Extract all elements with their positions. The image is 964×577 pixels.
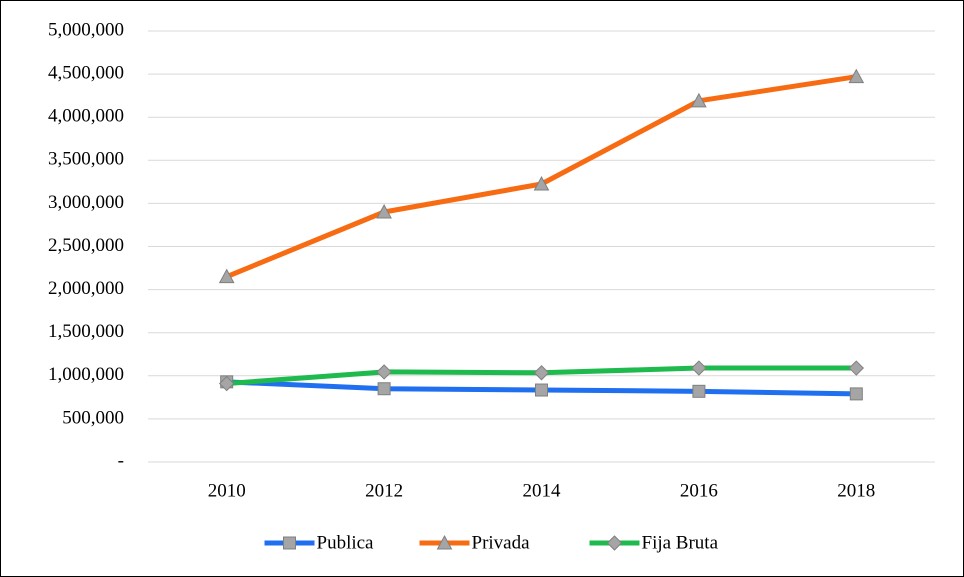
- legend-label: Publica: [317, 532, 375, 553]
- legend-label: Privada: [472, 532, 531, 553]
- marker-diamond: [218, 375, 235, 392]
- x-tick-label: 2014: [523, 480, 562, 501]
- marker-square: [692, 384, 706, 398]
- y-tick-label: 3,500,000: [48, 149, 124, 170]
- y-tick-label: 5,000,000: [48, 19, 124, 40]
- marker-triangle: [533, 175, 550, 191]
- x-tick-label: 2018: [837, 480, 875, 501]
- y-tick-label: 2,500,000: [48, 235, 124, 256]
- y-tick-label: 4,500,000: [48, 62, 124, 83]
- marker-square: [283, 536, 296, 550]
- marker-triangle: [848, 68, 865, 84]
- y-tick-label: 4,000,000: [48, 106, 124, 127]
- y-tick-label: 1,500,000: [48, 321, 124, 342]
- x-tick-label: 2010: [208, 480, 246, 501]
- marker-square: [849, 387, 863, 401]
- y-tick-label: 500,000: [62, 407, 124, 428]
- marker-square: [377, 382, 391, 396]
- marker-triangle: [218, 268, 235, 284]
- x-tick-label: 2016: [680, 480, 718, 501]
- legend-label: Fija Bruta: [642, 532, 719, 553]
- marker-diamond: [533, 365, 550, 381]
- y-tick-label: 3,000,000: [48, 192, 124, 213]
- x-tick-label: 2012: [365, 480, 403, 501]
- marker-triangle: [436, 534, 453, 550]
- y-tick-label: 2,000,000: [48, 278, 124, 299]
- y-tick-label: 1,000,000: [48, 364, 124, 385]
- marker-triangle: [691, 92, 707, 108]
- marker-diamond: [606, 535, 623, 551]
- marker-triangle: [376, 203, 392, 219]
- marker-square: [535, 383, 548, 397]
- marker-diamond: [848, 360, 865, 376]
- y-tick-label: -: [118, 450, 124, 471]
- marker-diamond: [691, 360, 707, 376]
- marker-diamond: [376, 364, 392, 380]
